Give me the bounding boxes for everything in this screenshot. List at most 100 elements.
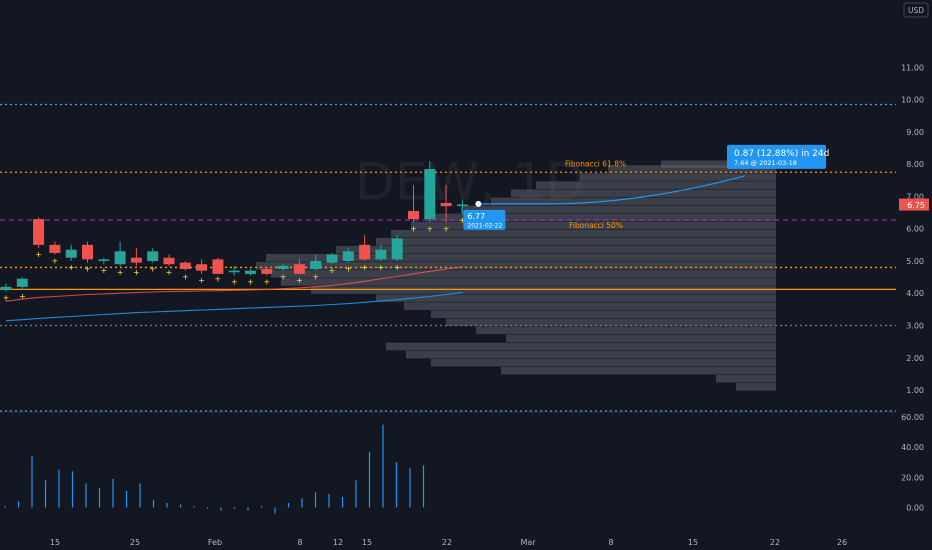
candle-body xyxy=(408,210,419,220)
candle-body xyxy=(228,270,240,273)
price-tick-label: 3.00 xyxy=(906,322,924,331)
moving-averages xyxy=(5,266,463,322)
time-tick-label: 8 xyxy=(608,538,613,547)
candle-body xyxy=(179,262,191,270)
candle-body xyxy=(33,219,45,245)
signal-marker: + xyxy=(215,274,222,283)
current-price-badge xyxy=(899,198,929,211)
signal-marker: + xyxy=(182,273,189,282)
time-tick-label: 15 xyxy=(688,538,698,547)
candle-body xyxy=(196,264,208,271)
signal-marker: + xyxy=(296,276,303,285)
candle-body xyxy=(147,251,159,261)
candle-body xyxy=(82,244,93,260)
candles: + + + + + + + + + + + + + + + + + + + + + + + + + + + + + xyxy=(0,160,468,303)
signal-marker: + xyxy=(263,278,270,287)
volume-profile-bar xyxy=(501,366,776,375)
last-price-dot xyxy=(475,200,482,207)
price-axis: USD 11.00 10.00 9.00 8.00 7.00 6.00 5.00 4.00 3.0… xyxy=(896,0,932,550)
volume-profile-bar xyxy=(580,173,776,181)
volume-tick-label: 0.00 xyxy=(906,503,924,512)
signal-marker: + xyxy=(410,224,417,233)
signal-marker: + xyxy=(394,263,401,272)
signal-marker: + xyxy=(345,265,352,274)
volume-profile-bar xyxy=(506,334,776,343)
ma-red-line xyxy=(5,266,463,302)
volume-profile-bar xyxy=(376,294,776,302)
volume-profile-bar xyxy=(271,270,776,278)
signal-marker: + xyxy=(231,278,238,287)
volume-profile-bar xyxy=(256,262,776,270)
candle-body xyxy=(359,244,371,260)
signal-marker: + xyxy=(133,268,140,277)
candle-body xyxy=(342,251,354,261)
volume-profile-bar xyxy=(536,181,776,189)
candle-body xyxy=(130,257,142,263)
volume-profile-bar xyxy=(716,374,776,383)
last-price-text: 6.77 xyxy=(467,212,485,221)
price-tick-label: 1.00 xyxy=(906,386,924,395)
candle-body xyxy=(163,257,175,265)
candle-body xyxy=(261,269,273,274)
candle-body xyxy=(245,270,256,274)
signal-marker: + xyxy=(117,268,124,277)
time-tick-label: Feb xyxy=(208,538,222,547)
volume-profile-bar xyxy=(446,318,776,327)
volume-profile-bar xyxy=(431,310,776,318)
candle-body xyxy=(440,202,452,207)
candle-body xyxy=(65,249,77,258)
volume-profile-bar xyxy=(491,197,776,206)
volume-tick-label: 60.00 xyxy=(901,413,924,422)
signal-marker: + xyxy=(100,266,107,275)
signal-marker: + xyxy=(3,294,10,303)
volume-profile-bar xyxy=(476,326,776,335)
candle-body xyxy=(212,259,224,274)
signal-marker: + xyxy=(312,273,319,282)
projection-curve xyxy=(548,175,746,205)
projection-label: 0.87 (12.88%) in 24d xyxy=(734,149,829,159)
price-tick-label: 10.00 xyxy=(901,96,924,105)
volume-profile-bar xyxy=(281,278,776,286)
signal-marker: + xyxy=(35,250,42,259)
volume-profile-bar xyxy=(266,253,776,262)
last-price-box xyxy=(463,209,506,230)
signal-marker: + xyxy=(329,266,336,275)
volume-bars xyxy=(4,424,425,514)
signal-marker: + xyxy=(378,263,385,272)
price-tick-label: 9.00 xyxy=(906,128,924,137)
price-tick-label: 4.00 xyxy=(906,289,924,298)
volume-profile-bar xyxy=(608,165,776,173)
time-tick-label: 25 xyxy=(130,538,140,547)
volume-profile-bar xyxy=(461,205,776,214)
candle-body xyxy=(391,238,403,260)
signal-marker: + xyxy=(19,292,26,301)
price-tick-label: 2.00 xyxy=(906,354,924,363)
candle-body xyxy=(16,278,28,287)
signal-marker: + xyxy=(52,257,59,266)
signal-marker: + xyxy=(68,263,75,272)
candle-body xyxy=(49,244,61,253)
currency-badge xyxy=(903,2,929,18)
ma-blue-line xyxy=(5,292,463,322)
time-tick-label: Mar xyxy=(520,538,536,547)
signal-marker: + xyxy=(166,268,173,277)
time-axis: 15 25 Feb 8 12 15 22 Mar 8 15 22 26 xyxy=(50,538,847,547)
signal-marker: + xyxy=(198,276,205,285)
candle-body xyxy=(424,169,436,220)
volume-profile-bar xyxy=(431,358,776,367)
time-tick-label: 15 xyxy=(50,538,60,547)
volume-profile-bar xyxy=(661,160,776,168)
signal-marker: + xyxy=(459,216,466,225)
price-tick-label: 8.00 xyxy=(906,160,924,169)
volume-profile-bar xyxy=(511,189,776,198)
currency-label: USD xyxy=(908,6,924,15)
volume-profile-bar xyxy=(411,221,776,230)
signal-marker: + xyxy=(443,224,450,233)
signal-marker: + xyxy=(426,224,433,233)
signal-marker: + xyxy=(361,263,368,272)
fib-label: Fibonacci 61.8% xyxy=(565,159,626,168)
time-tick-label: 8 xyxy=(297,538,302,547)
